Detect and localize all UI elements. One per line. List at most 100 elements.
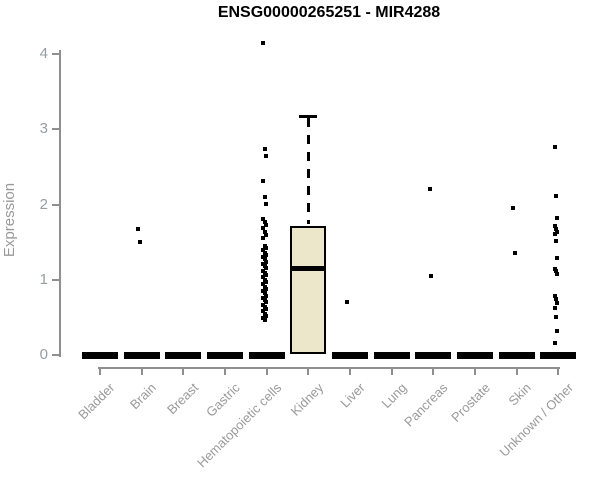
collapsed-box xyxy=(82,352,118,359)
x-tick-label: Skin xyxy=(505,380,535,409)
outlier-point xyxy=(261,302,266,307)
collapsed-box xyxy=(331,352,368,359)
outlier-point xyxy=(262,291,267,296)
y-tick-label: 4 xyxy=(39,45,48,62)
outlier-point xyxy=(262,264,267,269)
outlier-point xyxy=(261,261,266,266)
outlier-point xyxy=(553,305,558,310)
outlier-point xyxy=(511,205,516,210)
outlier-point xyxy=(262,270,267,275)
x-tick-label: Breast xyxy=(163,380,201,418)
outlier-point xyxy=(554,226,559,231)
outlier-point xyxy=(555,229,560,234)
x-tick xyxy=(223,367,226,375)
outlier-point xyxy=(554,194,559,199)
outlier-point xyxy=(553,231,558,236)
outlier-point xyxy=(512,251,517,256)
x-tick-label: Unknown / Other xyxy=(496,380,576,460)
outlier-point xyxy=(263,266,268,271)
collapsed-box xyxy=(540,352,577,359)
outlier-point xyxy=(553,293,558,298)
outlier-point xyxy=(262,250,267,255)
box xyxy=(290,226,327,355)
x-axis-line xyxy=(98,367,561,369)
outlier-point xyxy=(555,271,560,276)
collapsed-box xyxy=(248,352,285,359)
outlier-point xyxy=(553,223,558,228)
y-tick xyxy=(52,53,59,55)
outlier-point xyxy=(554,269,559,274)
x-tick xyxy=(307,367,310,375)
outlier-point xyxy=(344,299,349,304)
outlier-point xyxy=(261,255,266,260)
x-tick xyxy=(265,367,268,375)
collapsed-box xyxy=(123,352,160,359)
x-tick-label: Prostate xyxy=(447,380,493,425)
outlier-point xyxy=(262,304,267,309)
outlier-point xyxy=(263,286,268,291)
outlier-point xyxy=(261,268,266,273)
x-tick-label: Gastric xyxy=(202,380,243,420)
outlier-point xyxy=(261,289,266,294)
x-tick-label: Brain xyxy=(127,380,160,413)
outlier-point xyxy=(262,318,267,323)
outlier-point xyxy=(429,273,434,278)
outlier-point xyxy=(137,240,142,245)
outlier-point xyxy=(554,297,559,302)
outlier-point xyxy=(261,295,266,300)
collapsed-box xyxy=(415,352,452,359)
outlier-point xyxy=(263,233,268,238)
x-tick xyxy=(99,367,101,375)
whisker-cap xyxy=(299,115,318,119)
y-tick xyxy=(52,354,59,356)
x-tick-label: Kidney xyxy=(287,380,326,419)
x-tick xyxy=(432,367,435,375)
y-tick-label: 3 xyxy=(39,120,48,138)
y-tick-label: 1 xyxy=(39,270,48,288)
x-tick xyxy=(182,367,185,375)
outlier-point xyxy=(261,236,266,241)
x-tick xyxy=(348,367,351,375)
outlier-point xyxy=(263,280,268,284)
outlier-point xyxy=(263,153,268,158)
median-line xyxy=(290,265,327,271)
outlier-point xyxy=(263,201,268,206)
y-tick-label: 0 xyxy=(39,346,48,363)
outlier-point xyxy=(262,243,267,248)
collapsed-box xyxy=(373,352,410,359)
outlier-point xyxy=(263,259,268,264)
chart-title: ENSG00000265251 - MIR4288 xyxy=(217,4,441,21)
outlier-point xyxy=(136,226,141,231)
y-tick xyxy=(52,278,59,281)
collapsed-box xyxy=(498,352,535,359)
outlier-point xyxy=(262,298,267,303)
outlier-point xyxy=(263,313,268,318)
outlier-point xyxy=(554,314,559,319)
outlier-point xyxy=(261,248,266,253)
outlier-point xyxy=(553,267,558,272)
outlier-point xyxy=(261,225,266,230)
outlier-point xyxy=(263,293,268,298)
outlier-point xyxy=(262,194,267,199)
y-tick xyxy=(52,128,59,131)
whisker xyxy=(306,118,310,225)
outlier-point xyxy=(263,246,268,251)
outlier-point xyxy=(262,277,267,282)
y-tick-label: 2 xyxy=(39,195,48,213)
collapsed-box xyxy=(165,352,202,359)
collapsed-box xyxy=(206,352,243,359)
outlier-point xyxy=(553,340,558,345)
outlier-point xyxy=(263,307,268,312)
outlier-point xyxy=(261,275,266,280)
outlier-point xyxy=(262,146,267,151)
outlier-point xyxy=(261,40,266,45)
outlier-point xyxy=(263,222,268,227)
outlier-point xyxy=(262,311,267,316)
outlier-point xyxy=(263,252,268,257)
outlier-point xyxy=(261,179,266,184)
outlier-point xyxy=(261,282,266,287)
outlier-point xyxy=(263,300,268,305)
collapsed-box xyxy=(456,352,493,359)
